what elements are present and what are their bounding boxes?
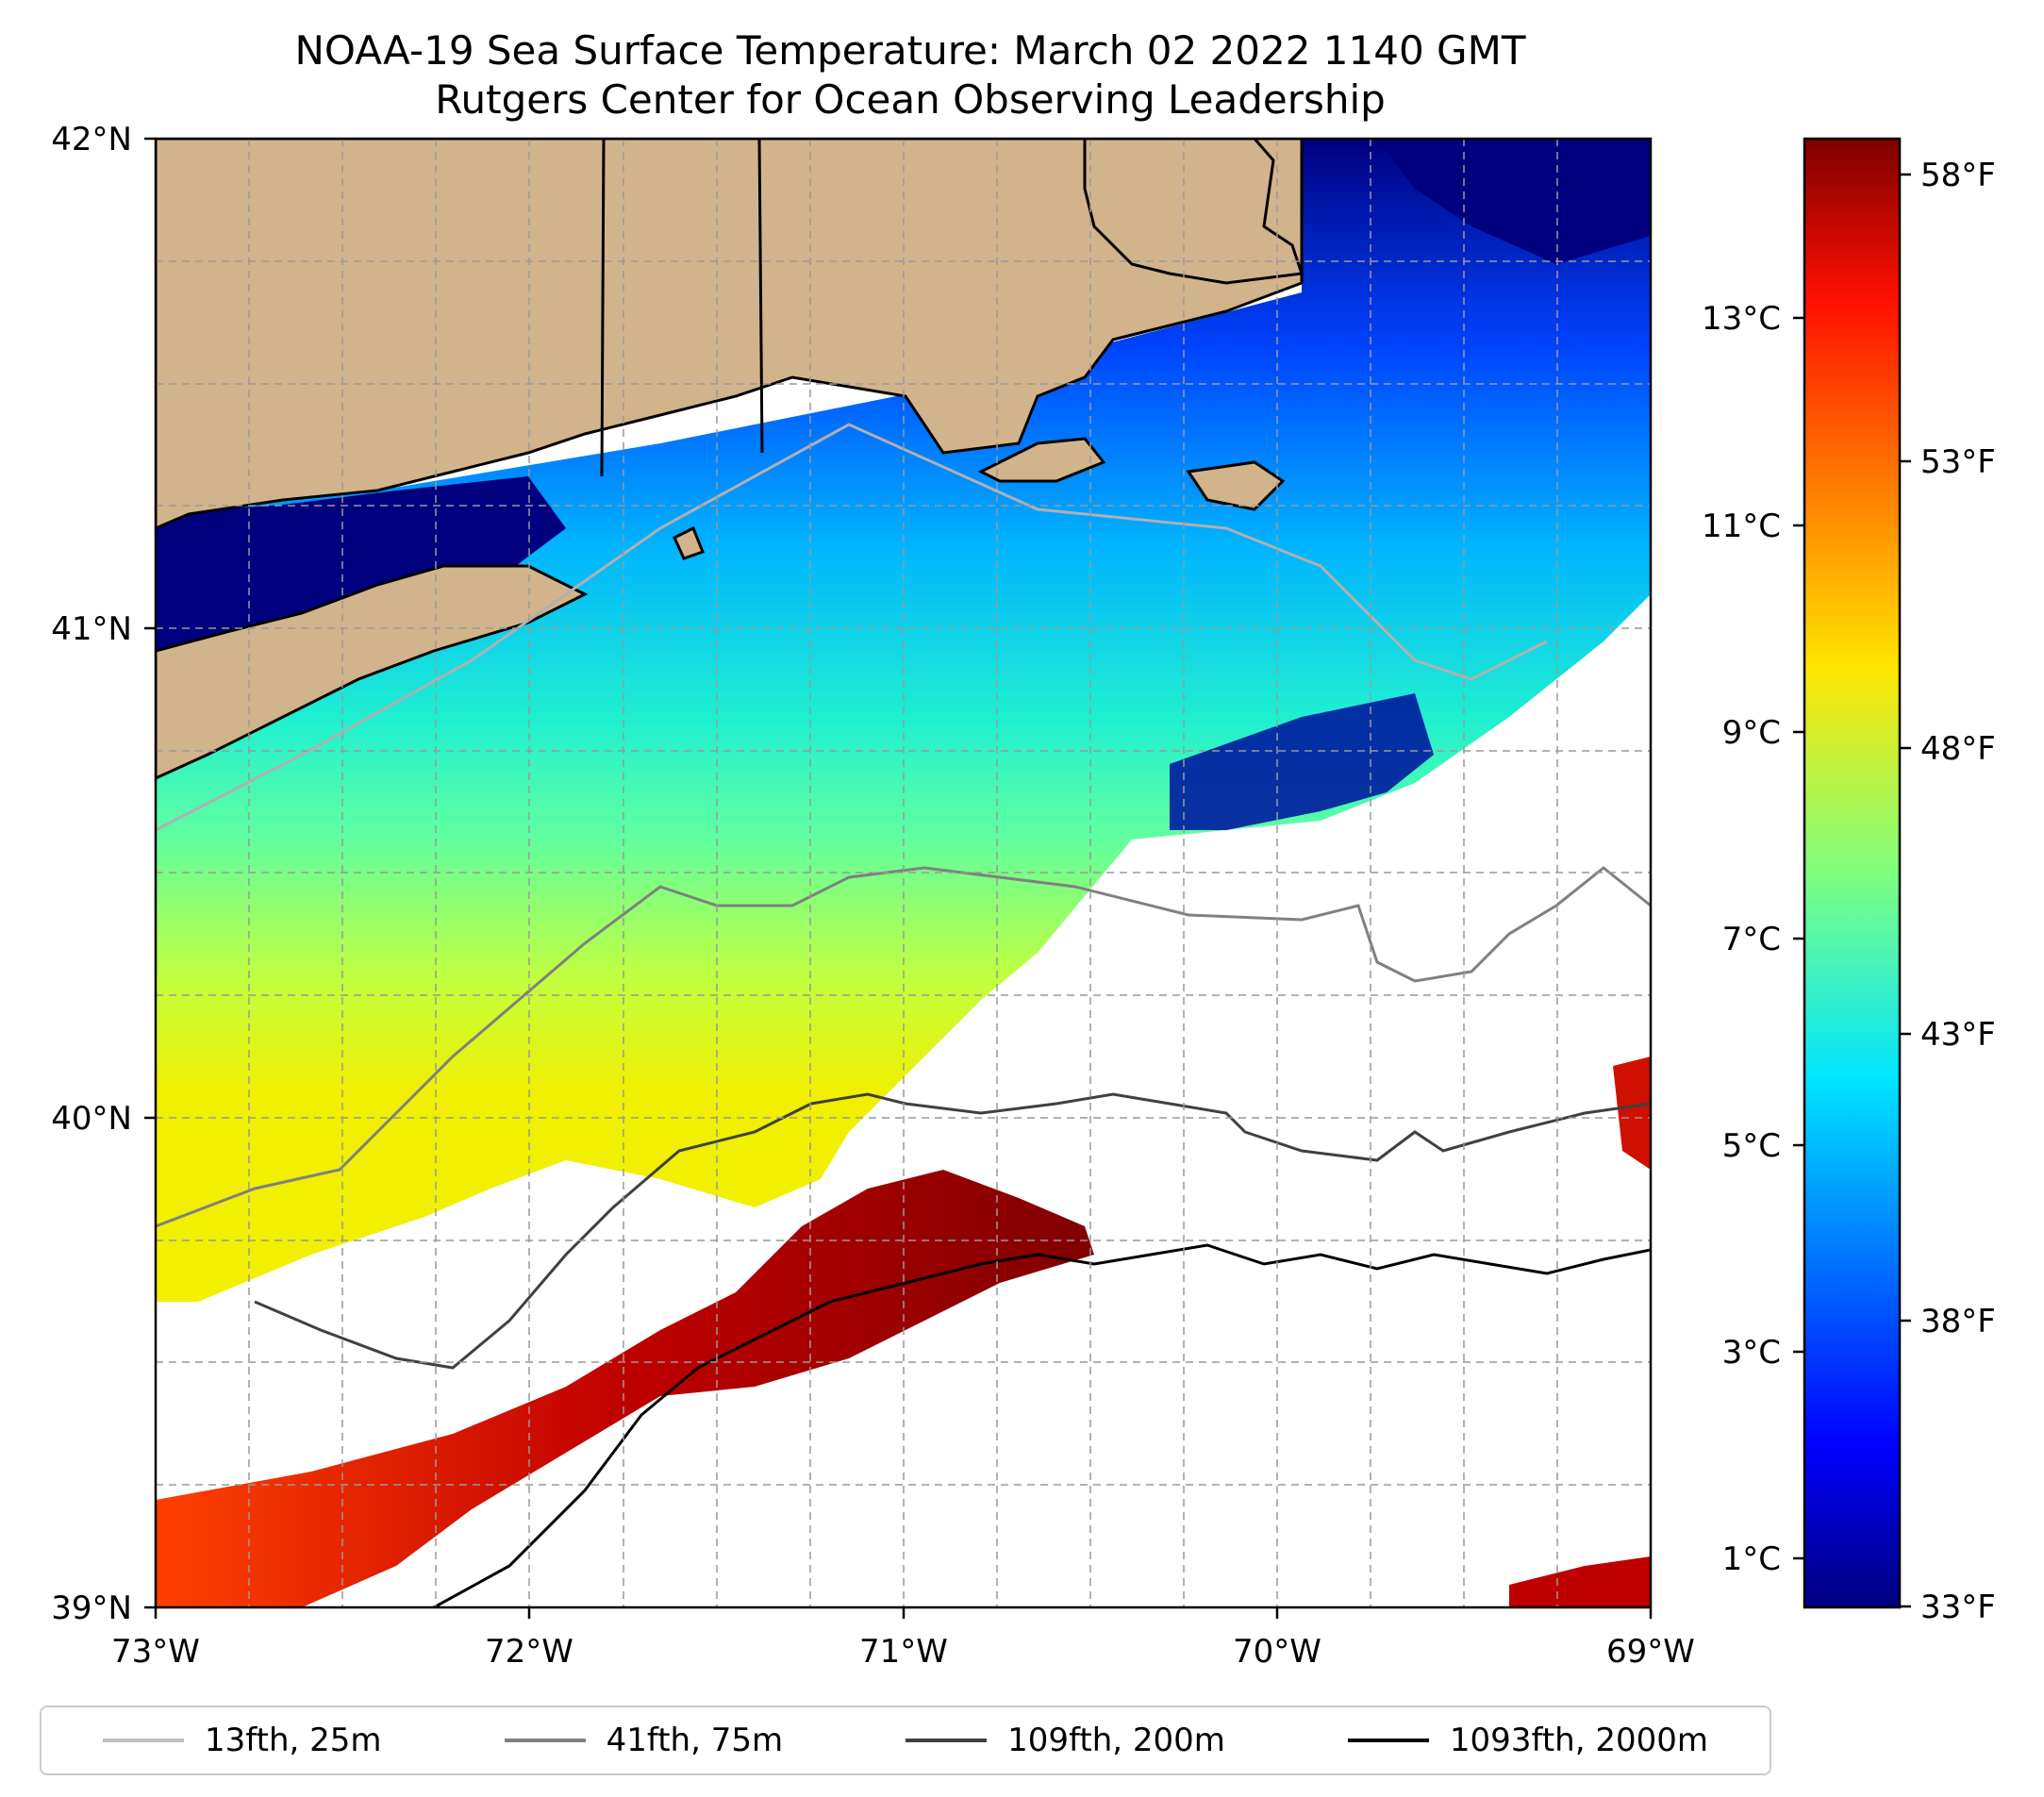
- sst-field: [156, 139, 1651, 1607]
- colorbar-celsius-tick: 5°C: [1722, 1127, 1781, 1165]
- y-tick-label: 40°N: [51, 1100, 132, 1138]
- land-nantucket: [1186, 460, 1286, 511]
- x-tick-label: 72°W: [485, 1633, 573, 1671]
- legend-item: 1093fth, 2000m: [1347, 1722, 1708, 1759]
- map-title: NOAA-19 Sea Surface Temperature: March 0…: [294, 27, 1526, 74]
- gridlines: [156, 139, 1651, 1607]
- land-block-island: [673, 525, 705, 560]
- legend-label: 13fth, 25m: [205, 1722, 382, 1759]
- colorbar-fahrenheit-tick: 53°F: [1920, 443, 1996, 481]
- colorbar-fahrenheit-tick: 38°F: [1920, 1303, 1996, 1340]
- colorbar-celsius-tick: 1°C: [1722, 1540, 1781, 1578]
- colorbar-fahrenheit-tick: 48°F: [1920, 730, 1996, 768]
- colorbar-celsius-tick: 13°C: [1702, 300, 1781, 338]
- sst-cold-offshore: [1377, 139, 1651, 264]
- land-new-england: [156, 139, 1304, 530]
- state-border-ny-ct: [600, 139, 606, 477]
- x-tick-label: 69°W: [1606, 1633, 1695, 1671]
- legend-item: 109fth, 200m: [906, 1722, 1225, 1759]
- y-tick-label: 41°N: [51, 610, 132, 648]
- legend-label: 109fth, 200m: [1007, 1722, 1225, 1759]
- legend-item: 41fth, 75m: [504, 1722, 784, 1759]
- isobath-2000m: [433, 1243, 1651, 1607]
- colorbar-celsius-tick: 11°C: [1702, 507, 1781, 545]
- sst-cold-pocket: [1170, 693, 1434, 830]
- isobath-200m: [254, 1092, 1651, 1370]
- colorbar-celsius-tick: 7°C: [1722, 921, 1781, 958]
- x-tick-label: 70°W: [1233, 1633, 1321, 1671]
- y-tick-label: 39°N: [51, 1589, 132, 1627]
- colorbar-celsius-tick: 3°C: [1722, 1334, 1781, 1372]
- colorbar: [1803, 137, 1902, 1609]
- isobath-25m: [156, 423, 1548, 832]
- land-cape-cod: [1083, 139, 1305, 285]
- legend-swatch: [906, 1739, 988, 1742]
- legend-label: 1093fth, 2000m: [1449, 1722, 1708, 1759]
- legend-swatch: [103, 1739, 185, 1742]
- sst-warm-patch-ne: [1613, 1057, 1651, 1170]
- legend-swatch: [1347, 1739, 1429, 1742]
- state-border-ct-ri: [757, 139, 764, 454]
- colorbar-fahrenheit-tick: 33°F: [1920, 1589, 1996, 1626]
- isobath-legend: 13fth, 25m 41fth, 75m 109fth, 200m 1093f…: [40, 1705, 1771, 1775]
- colorbar-fahrenheit-tick: 43°F: [1920, 1016, 1996, 1054]
- sst-warm-patch-east: [1509, 1556, 1651, 1607]
- map-subtitle: Rutgers Center for Ocean Observing Leade…: [435, 76, 1386, 123]
- y-tick-label: 42°N: [51, 121, 132, 158]
- colorbar-celsius-tick: 9°C: [1722, 714, 1781, 752]
- legend-swatch: [504, 1739, 586, 1742]
- land-long-island: [156, 564, 589, 780]
- legend-label: 41fth, 75m: [606, 1722, 784, 1759]
- x-tick-label: 73°W: [111, 1633, 200, 1671]
- legend-item: 13fth, 25m: [103, 1722, 382, 1759]
- x-tick-label: 71°W: [859, 1633, 948, 1671]
- colorbar-fahrenheit-tick: 58°F: [1920, 157, 1996, 194]
- sst-warm-eddy: [156, 1170, 1094, 1607]
- land-marthas-vineyard: [977, 437, 1106, 483]
